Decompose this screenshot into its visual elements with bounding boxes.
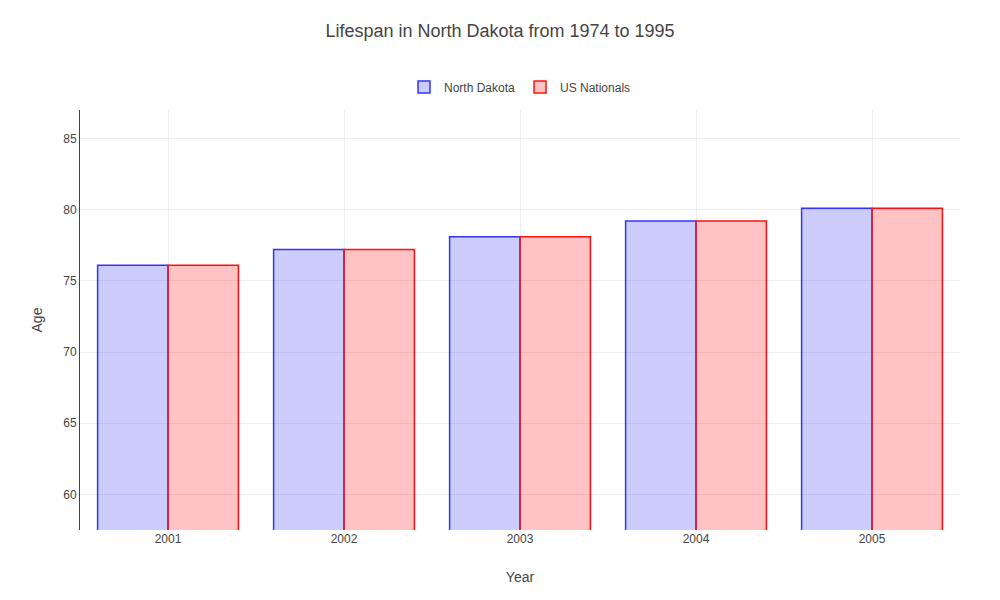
svg-text:2002: 2002 (331, 532, 358, 546)
svg-text:Age: Age (29, 307, 45, 332)
svg-text:2001: 2001 (155, 532, 182, 546)
svg-text:2004: 2004 (683, 532, 710, 546)
svg-text:70: 70 (63, 345, 77, 359)
svg-text:80: 80 (63, 203, 77, 217)
svg-text:North Dakota: North Dakota (444, 81, 515, 95)
svg-text:65: 65 (63, 416, 77, 430)
svg-text:US Nationals: US Nationals (560, 81, 630, 95)
svg-text:75: 75 (63, 274, 77, 288)
svg-text:60: 60 (63, 488, 77, 502)
svg-text:Year: Year (506, 569, 535, 585)
svg-text:Lifespan in North Dakota from: Lifespan in North Dakota from 1974 to 19… (325, 21, 674, 41)
svg-text:2005: 2005 (859, 532, 886, 546)
svg-text:85: 85 (63, 132, 77, 146)
svg-text:2003: 2003 (507, 532, 534, 546)
